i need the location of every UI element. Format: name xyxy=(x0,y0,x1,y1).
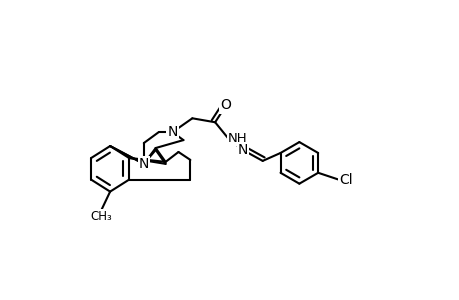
Text: N: N xyxy=(167,125,177,139)
Text: CH₃: CH₃ xyxy=(90,210,112,224)
Text: O: O xyxy=(220,98,231,112)
Text: N: N xyxy=(237,143,247,157)
Text: NH: NH xyxy=(228,132,247,145)
Text: N: N xyxy=(138,157,149,171)
Text: Cl: Cl xyxy=(338,173,352,187)
